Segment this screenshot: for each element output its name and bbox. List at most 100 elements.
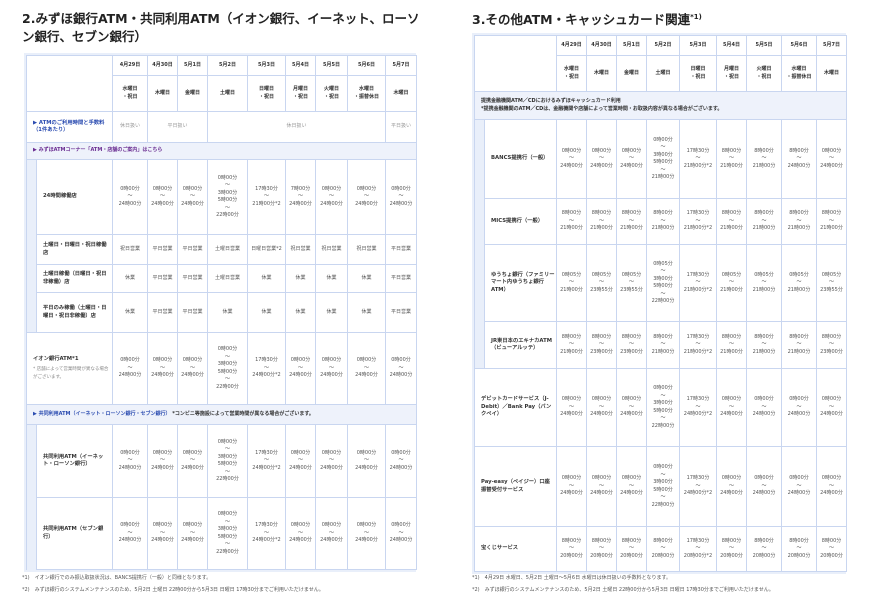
- footnote-2: *2) みずほ銀行のシステムメンテナンスのため、5月2日 土曜日 22時00分か…: [22, 587, 324, 593]
- table-row: デビットカードサービス（J-Debit）／Bank Pay（バンクペイ） 0時00…: [474, 368, 847, 447]
- table-cell: 7時00分 〜 24時00分: [285, 159, 316, 235]
- indent-spacer: [474, 321, 485, 369]
- table-cell: 平日営業: [385, 264, 417, 293]
- row-label: 土曜日稼働（日曜日・祝日非稼働）店: [36, 264, 113, 293]
- table-cell: 0時00分 〜 24時00分: [177, 424, 208, 498]
- table-cell: 17時30分 〜 21時00分*2: [679, 244, 717, 322]
- footnote-2: *2) みずほ銀行のシステムメンテナンスのため、5月2日 土曜日 22時00分か…: [472, 587, 774, 593]
- table-cell: 0時05分 〜 21時00分: [556, 244, 587, 322]
- table-row: 24時間稼働店 0時00分 〜 24時00分 0時00分 〜 24時00分 0時00分…: [26, 159, 417, 235]
- section-link[interactable]: ▶ みずほATMコーナー「ATM・店舗のご案内」はこちら: [33, 147, 163, 154]
- date-header: 5月3日: [247, 55, 286, 76]
- weekday-header: 月曜日 ・祝日: [285, 75, 316, 112]
- table-row: JR東日本のエキナカATM（ビューアルッテ） 8時00分 〜 21時00分 8時00…: [474, 321, 847, 369]
- table-cell: 0時00分 〜 3時00分 5時00分 〜 22時00分: [207, 159, 248, 235]
- table-cell: 17時30分 〜 21時00分*2: [679, 321, 717, 369]
- row-label-text: 平日のみ稼働（土曜日・日曜日・祝日非稼働）店: [43, 305, 107, 319]
- date-header: 5月1日: [616, 35, 647, 56]
- table-cell: 8時00分 〜 23時00分: [616, 321, 647, 369]
- section-row: 提携金融機関ATM／CDにおけるみずほキャッシュカード利用 *提携金融機関のAT…: [474, 91, 847, 120]
- weekday-header: 木曜日: [586, 55, 617, 92]
- section-link[interactable]: ▶ 共同利用ATM（イーネット・ローソン銀行・セブン銀行）: [33, 410, 171, 417]
- section-title: 提携金融機関ATM／CDにおけるみずほキャッシュカード利用: [481, 98, 621, 104]
- table-cell: 8時00分 〜 21時00分: [646, 198, 680, 245]
- table-cell: 0時05分 〜 21時00分: [746, 244, 782, 322]
- date-header: 4月29日: [556, 35, 587, 56]
- footnotes-right: *1) 4月29日 水曜日、5月2日 土曜日〜5月6日 水曜日は休日扱いの手数料…: [472, 572, 774, 596]
- table-cell: 祝日営業: [112, 234, 148, 265]
- table-cell: 祝日営業: [285, 234, 316, 265]
- fee-info-link[interactable]: ▶ ATMのご利用時間と手数料（1件あたり）: [33, 119, 105, 134]
- table-cell: 土曜日営業: [207, 264, 248, 293]
- row-label: BANCS提携行（一般）: [484, 119, 557, 199]
- row-label-text: Pay-easy（ペイジー）口座振替受付サービス: [481, 479, 550, 493]
- table-cell: 17時30分 〜 24時00分*2: [679, 368, 717, 447]
- date-header: 4月30日: [586, 35, 617, 56]
- table-cell: 0時00分 〜 24時00分: [147, 497, 178, 570]
- indent-spacer: [26, 264, 37, 293]
- indent-spacer: [26, 292, 37, 333]
- table-cell: 17時30分 〜 24時00分*2: [679, 446, 717, 527]
- table-cell: 17時30分 〜 24時00分*2: [247, 424, 286, 498]
- table-cell: 0時00分 〜 24時00分: [347, 497, 386, 570]
- table-cell: 平日営業: [147, 234, 178, 265]
- date-header: 5月3日: [679, 35, 717, 56]
- table-cell: 0時00分 〜 24時00分: [385, 159, 417, 235]
- table-cell: 休業: [285, 292, 316, 333]
- table-cell: 0時00分 〜 24時00分: [385, 424, 417, 498]
- mizuho-atm-schedule-table: 4月29日 4月30日 5月1日 5月2日 5月3日 5月4日 5月5日 5月6日 5月7日 水曜…: [24, 53, 417, 572]
- header-weekday-row: 水曜日 ・祝日 木曜日 金曜日 土曜日 日曜日 ・祝日 月曜日 ・祝日 火曜日 ・祝日 水曜日…: [27, 75, 417, 112]
- row-label-text: MICS提携行（一般）: [491, 217, 544, 224]
- row-label-text: 共同利用ATM（セブン銀行）: [43, 526, 104, 540]
- table-cell: 0時00分 〜 24時00分: [586, 119, 617, 199]
- row-label-text: JR東日本のエキナカATM（ビューアルッテ）: [491, 337, 552, 352]
- table-cell: 平日営業: [177, 292, 208, 333]
- date-header: 5月5日: [746, 35, 782, 56]
- table-cell: 0時00分 〜 24時00分: [816, 368, 847, 447]
- table-cell: 0時00分 〜 24時00分: [177, 159, 208, 235]
- table-cell: 休業: [112, 292, 148, 333]
- table-cell: 休業: [112, 264, 148, 293]
- table-cell: 休業: [347, 264, 386, 293]
- table-row: 土曜日稼働（日曜日・祝日非稼働）店 休業 平日営業 平日営業 土曜日営業 休業 休業 休業 休業…: [26, 264, 417, 293]
- table-cell: 0時05分 〜 3時00分 5時00分 〜 22時00分: [646, 244, 680, 322]
- table-cell: 0時00分 〜 24時00分: [586, 446, 617, 527]
- section-row: ▶ みずほATMコーナー「ATM・店舗のご案内」はこちら: [26, 142, 417, 160]
- row-label-text: 土曜日・日曜日・祝日稼働店: [43, 242, 107, 256]
- other-atm-schedule-table: 4月29日 4月30日 5月1日 5月2日 5月3日 5月4日 5月5日 5月6日 5月7日 水曜…: [472, 33, 847, 574]
- header-corner: [474, 35, 557, 92]
- table-cell: 0時00分 〜 24時00分: [147, 159, 178, 235]
- table-cell: 0時00分 〜 24時00分: [586, 368, 617, 447]
- table-cell: 8時00分 〜 21時00分: [781, 198, 817, 245]
- row-label-text: BANCS提携行（一般）: [491, 155, 549, 162]
- table-cell: 0時05分 〜 23時55分: [586, 244, 617, 322]
- footnote-1: *1) 4月29日 水曜日、5月2日 土曜日〜5月6日 水曜日は休日扱いの手数料…: [472, 575, 672, 581]
- table-cell: 17時30分 〜 24時00分*2: [247, 332, 286, 405]
- row-note: * 店舗によって営業時間が異なる場合がございます。: [33, 367, 109, 380]
- table-cell: 8時00分 〜 21時00分: [746, 321, 782, 369]
- weekday-header: 木曜日: [385, 75, 417, 112]
- table-cell: 0時00分 〜 24時00分: [816, 446, 847, 527]
- table-cell: 0時05分 〜 21時00分: [716, 244, 747, 322]
- table-cell: 0時00分 〜 24時00分: [746, 368, 782, 447]
- table-cell: 0時00分 〜 3時00分 5時00分 〜 22時00分: [207, 332, 248, 405]
- weekday-header: 月曜日 ・祝日: [716, 55, 747, 92]
- table-cell: 休業: [347, 292, 386, 333]
- table-cell: 0時00分 〜 3時00分 5時00分 〜 21時00分: [646, 119, 680, 199]
- table-cell: 休日扱い: [112, 111, 148, 143]
- indent-spacer: [26, 234, 37, 265]
- section-note: *提携金融機関のATM／CDは、金融機関や店舗によって営業時間・お取扱内容が異な…: [481, 105, 723, 112]
- table-cell: 0時00分 〜 24時00分: [147, 332, 178, 405]
- table-cell: 0時00分 〜 24時00分: [556, 446, 587, 527]
- table-cell: 0時00分 〜 24時00分: [616, 368, 647, 447]
- date-header: 5月7日: [385, 55, 417, 76]
- table-cell: 0時00分 〜 3時00分 5時00分 〜 22時00分: [646, 446, 680, 527]
- table-cell: 休業: [315, 264, 348, 293]
- weekday-header: 火曜日 ・祝日: [315, 75, 348, 112]
- table-cell: 休業: [207, 292, 248, 333]
- table-cell: 8時00分 〜 21時00分: [746, 198, 782, 245]
- table-cell: 平日営業: [147, 292, 178, 333]
- row-label-text: 土曜日稼働（日曜日・祝日非稼働）店: [43, 271, 107, 285]
- table-cell: 0時00分 〜 24時00分: [716, 368, 747, 447]
- date-header: 5月2日: [207, 55, 248, 76]
